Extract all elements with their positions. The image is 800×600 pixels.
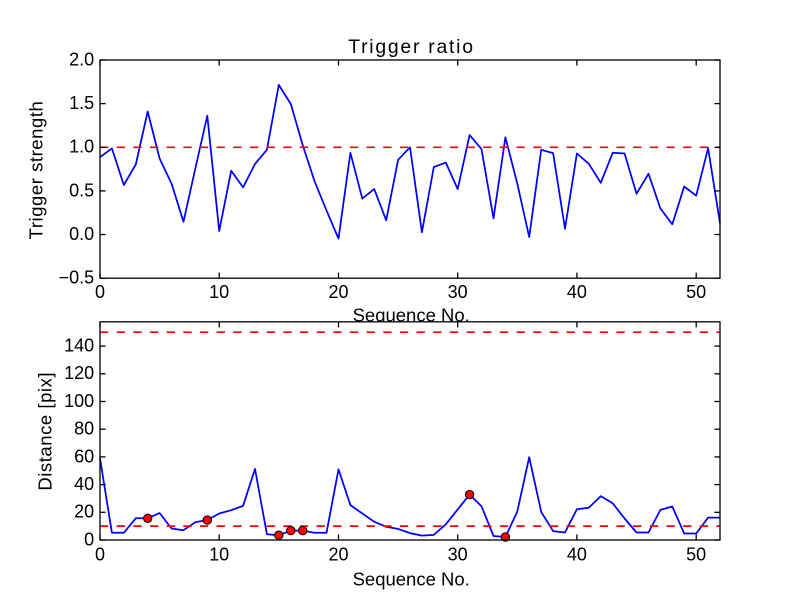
svg-text:0.5: 0.5 <box>69 180 94 200</box>
svg-text:30: 30 <box>448 282 468 302</box>
svg-text:50: 50 <box>686 544 706 564</box>
svg-text:40: 40 <box>74 474 94 494</box>
svg-text:140: 140 <box>64 336 94 356</box>
svg-text:120: 120 <box>64 363 94 383</box>
svg-text:50: 50 <box>686 282 706 302</box>
svg-text:−0.5: −0.5 <box>59 268 95 288</box>
svg-text:0: 0 <box>95 544 105 564</box>
svg-text:0: 0 <box>95 282 105 302</box>
svg-text:Trigger ratio: Trigger ratio <box>348 36 475 58</box>
svg-text:20: 20 <box>74 502 94 522</box>
svg-text:1.0: 1.0 <box>69 137 94 157</box>
svg-text:20: 20 <box>328 282 348 302</box>
svg-text:80: 80 <box>74 419 94 439</box>
svg-text:0.0: 0.0 <box>69 224 94 244</box>
svg-text:20: 20 <box>328 544 348 564</box>
svg-text:10: 10 <box>209 544 229 564</box>
svg-text:Trigger strength: Trigger strength <box>26 101 47 240</box>
svg-text:Distance [pix]: Distance [pix] <box>35 372 56 491</box>
svg-text:2.0: 2.0 <box>69 49 94 69</box>
svg-text:40: 40 <box>567 544 587 564</box>
svg-text:30: 30 <box>448 544 468 564</box>
svg-text:60: 60 <box>74 446 94 466</box>
svg-text:100: 100 <box>64 391 94 411</box>
svg-text:1.5: 1.5 <box>69 93 94 113</box>
svg-text:Sequence No.: Sequence No. <box>353 568 470 589</box>
svg-text:Sequence No.: Sequence No. <box>353 305 470 326</box>
svg-text:10: 10 <box>209 282 229 302</box>
svg-text:0: 0 <box>84 529 94 549</box>
svg-text:40: 40 <box>567 282 587 302</box>
